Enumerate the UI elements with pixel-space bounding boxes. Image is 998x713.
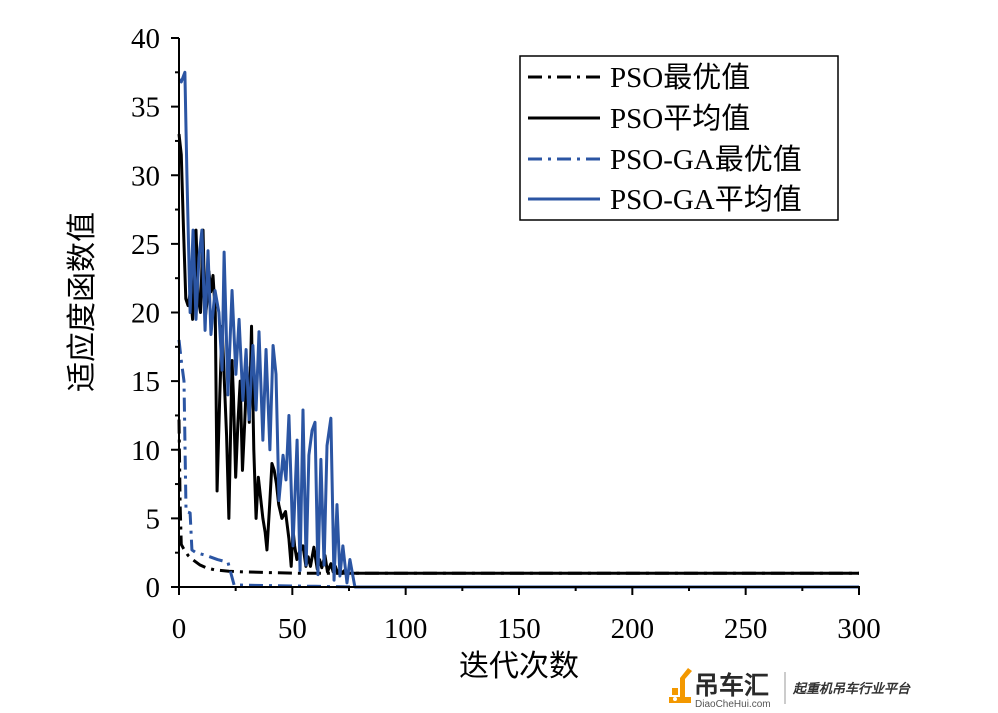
x-tick-label: 150 — [497, 613, 541, 645]
legend-entry: PSO-GA最优值 — [528, 143, 802, 176]
x-tick-label: 100 — [384, 613, 428, 645]
watermark-brand: 吊车汇 — [694, 671, 769, 700]
x-tick-label: 0 — [172, 613, 187, 645]
y-tick-label: 5 — [146, 503, 161, 535]
legend-label: PSO-GA平均值 — [610, 183, 802, 216]
y-tick-label: 40 — [131, 23, 160, 55]
legend-label: PSO平均值 — [610, 102, 750, 135]
watermark: 吊车汇 DiaoCheHui.com 起重机吊车行业平台 — [669, 668, 911, 710]
x-tick-label: 250 — [724, 613, 768, 645]
watermark-slogan: 起重机吊车行业平台 — [792, 681, 911, 697]
y-tick-label: 10 — [131, 435, 160, 467]
legend-label: PSO最优值 — [610, 61, 750, 94]
legend: PSO最优值 PSO平均值 PSO-GA最优值 PSO-GA平均值 — [519, 55, 839, 221]
y-tick-label: 20 — [131, 298, 160, 330]
watermark-site: DiaoCheHui.com — [695, 699, 771, 710]
legend-entry: PSO最优值 — [528, 61, 750, 94]
legend-entries: PSO最优值 PSO平均值 PSO-GA最优值 PSO-GA平均值 — [528, 61, 802, 216]
y-tick-label: 35 — [131, 92, 160, 124]
crane-icon — [669, 668, 692, 703]
legend-box — [519, 55, 839, 221]
legend-entry: PSO-GA平均值 — [528, 183, 802, 216]
legend-entry: PSO平均值 — [528, 102, 750, 135]
y-tick-label: 30 — [131, 160, 160, 192]
y-tick-label: 0 — [146, 572, 161, 604]
x-axis-label: 迭代次数 — [459, 650, 579, 683]
series-line-4 — [177, 70, 859, 589]
x-tick-label: 200 — [611, 613, 655, 645]
legend-label: PSO-GA最优值 — [610, 143, 802, 176]
series-line-1 — [177, 419, 859, 575]
y-tick-label: 15 — [131, 366, 160, 398]
y-axis-label: 适应度函数值 — [66, 212, 99, 392]
x-tick-label: 300 — [837, 613, 881, 645]
x-tick-label: 50 — [278, 613, 307, 645]
axis-ticks: 0 5 10 15 20 25 30 35 40 0 50 100 150 200 250 300 — [131, 23, 881, 645]
y-tick-label: 25 — [131, 229, 160, 261]
